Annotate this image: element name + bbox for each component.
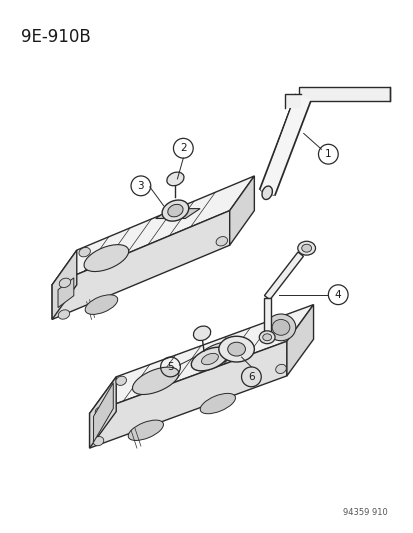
Ellipse shape [59, 278, 71, 287]
Ellipse shape [200, 393, 235, 414]
Ellipse shape [216, 237, 227, 246]
Polygon shape [264, 252, 303, 300]
Ellipse shape [301, 244, 311, 252]
Text: 2: 2 [180, 143, 186, 154]
Ellipse shape [271, 319, 289, 335]
Ellipse shape [227, 342, 245, 356]
Polygon shape [260, 98, 306, 195]
Polygon shape [229, 176, 254, 245]
Polygon shape [298, 87, 389, 101]
Ellipse shape [193, 326, 210, 341]
Ellipse shape [275, 365, 286, 374]
Ellipse shape [259, 331, 274, 344]
Ellipse shape [79, 247, 90, 257]
Ellipse shape [191, 347, 228, 371]
Ellipse shape [132, 367, 178, 394]
Text: 94359 910: 94359 910 [342, 508, 387, 518]
Ellipse shape [93, 437, 104, 446]
Polygon shape [93, 383, 113, 442]
Polygon shape [155, 208, 199, 219]
Polygon shape [89, 341, 286, 448]
Polygon shape [263, 297, 270, 334]
Text: 5: 5 [167, 362, 173, 372]
Ellipse shape [261, 186, 272, 199]
Polygon shape [52, 211, 229, 319]
Polygon shape [286, 304, 313, 376]
Ellipse shape [218, 336, 254, 362]
Text: 9E-910B: 9E-910B [21, 28, 90, 45]
Polygon shape [52, 176, 254, 285]
Ellipse shape [266, 314, 295, 341]
Ellipse shape [128, 420, 163, 440]
Text: 4: 4 [334, 290, 341, 300]
Polygon shape [89, 377, 116, 448]
Text: 6: 6 [247, 372, 254, 382]
Ellipse shape [58, 310, 69, 319]
Polygon shape [89, 304, 313, 414]
Ellipse shape [297, 241, 315, 255]
Text: 3: 3 [137, 181, 144, 191]
Ellipse shape [201, 353, 218, 365]
Ellipse shape [85, 295, 117, 314]
Text: 1: 1 [324, 149, 331, 159]
Ellipse shape [116, 376, 126, 385]
Ellipse shape [196, 342, 239, 367]
Ellipse shape [162, 200, 188, 221]
Ellipse shape [84, 245, 128, 271]
Polygon shape [52, 250, 76, 319]
Polygon shape [284, 94, 300, 108]
Ellipse shape [95, 407, 105, 416]
Ellipse shape [166, 172, 183, 186]
Ellipse shape [167, 204, 183, 217]
Polygon shape [58, 278, 74, 308]
Ellipse shape [262, 334, 271, 341]
